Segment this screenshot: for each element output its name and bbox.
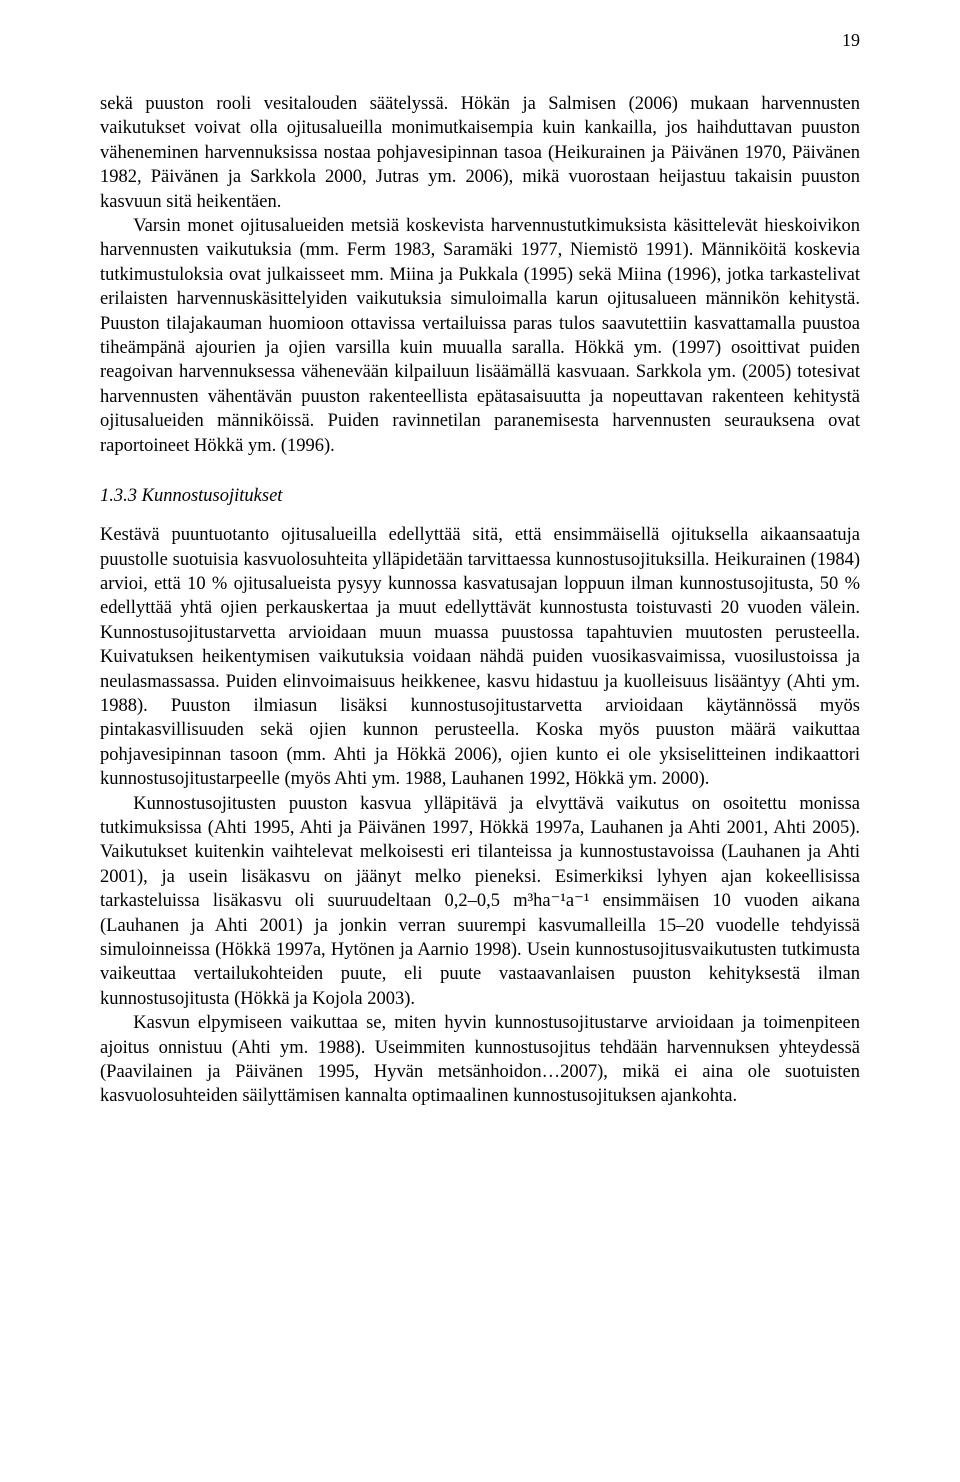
body-paragraph-3: Kestävä puuntuotanto ojitusalueilla edel… — [100, 523, 860, 791]
body-paragraph-4: Kunnostusojitusten puuston kasvua ylläpi… — [100, 792, 860, 1012]
page-number: 19 — [842, 30, 860, 51]
body-paragraph-2: Varsin monet ojitusalueiden metsiä koske… — [100, 214, 860, 458]
body-paragraph-5: Kasvun elpymiseen vaikuttaa se, miten hy… — [100, 1011, 860, 1109]
page: 19 sekä puuston rooli vesitalouden sääte… — [0, 0, 960, 1482]
body-paragraph-1: sekä puuston rooli vesitalouden säätelys… — [100, 92, 860, 214]
section-heading: 1.3.3 Kunnostusojitukset — [100, 486, 860, 507]
